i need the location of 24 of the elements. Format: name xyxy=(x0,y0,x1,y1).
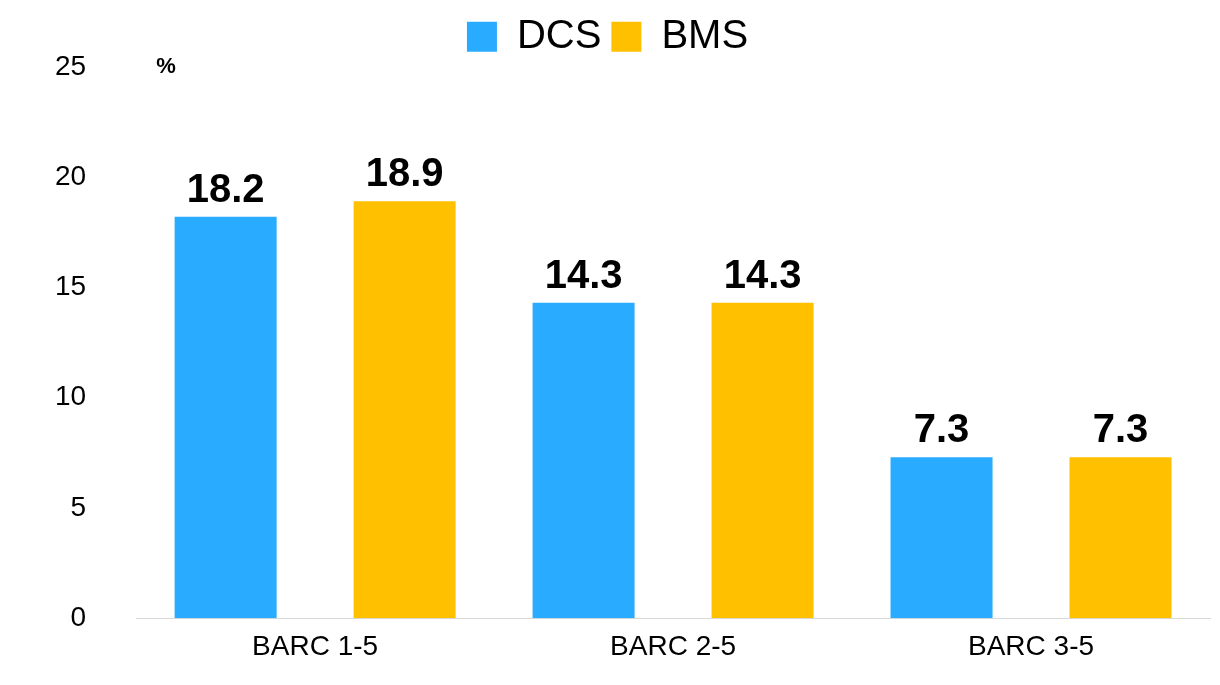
y-tick-label: 5 xyxy=(70,490,87,522)
data-label: 18.9 xyxy=(365,150,444,195)
y-tick-label: 20 xyxy=(54,159,87,191)
bar xyxy=(890,457,993,619)
bar xyxy=(353,201,456,619)
x-tick-label: BARC 3-5 xyxy=(968,629,1095,661)
y-tick-label: 15 xyxy=(54,270,87,302)
data-label: 18.2 xyxy=(186,165,265,210)
y-tick-label: 25 xyxy=(54,49,87,81)
y-tick-label: 10 xyxy=(54,380,87,412)
x-tick-label: BARC 2-5 xyxy=(610,629,737,661)
data-label: 7.3 xyxy=(1092,406,1149,451)
data-label: 7.3 xyxy=(913,406,970,451)
x-tick-label: BARC 1-5 xyxy=(252,629,379,661)
data-label: 14.3 xyxy=(723,251,802,296)
bar xyxy=(1069,457,1172,619)
y-axis-title: % xyxy=(156,52,176,78)
y-tick-label: 0 xyxy=(70,600,87,632)
legend-label: DCS xyxy=(516,11,602,56)
bar xyxy=(174,216,277,619)
bar xyxy=(532,302,635,619)
bar xyxy=(711,302,814,619)
legend-label: BMS xyxy=(661,11,749,56)
data-label: 14.3 xyxy=(544,251,623,296)
